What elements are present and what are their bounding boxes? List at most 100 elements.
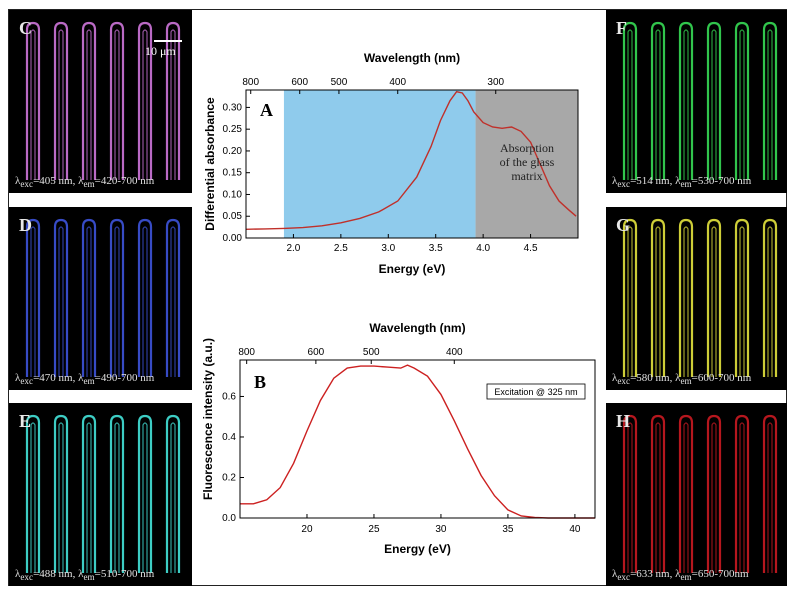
- fiber-inner-wall: [655, 422, 661, 573]
- x-tick-label: 3.5: [429, 243, 443, 254]
- fiber-inner-wall: [114, 422, 120, 573]
- fiber-inner-wall: [58, 422, 64, 573]
- x-tick-label: 35: [502, 524, 514, 535]
- top-tick-label: 600: [308, 347, 325, 358]
- fiber-outer-wall: [25, 414, 41, 573]
- y-tick-label: 0.05: [223, 211, 243, 222]
- legend-box: [486, 383, 586, 400]
- fiber-inner-wall: [627, 422, 633, 573]
- y-tick-label: 0.0: [222, 513, 236, 524]
- panel-e: E λexc=488 nm, λem=510-700 nm: [9, 403, 192, 586]
- legend-text: Excitation @ 325 nm: [494, 387, 577, 397]
- fiber-inner-wall: [58, 29, 64, 180]
- fiber-inner-wall: [767, 29, 773, 180]
- top-axis-title: Wavelength (nm): [364, 51, 460, 65]
- fiber-outer-wall: [137, 414, 153, 573]
- fiber-outer-wall: [678, 414, 694, 573]
- fiber-6: [165, 21, 181, 180]
- fiber-inner-wall: [114, 226, 120, 377]
- fiber-5: [137, 21, 153, 180]
- panel-caption: λexc=633 nm, λem=650-700nm: [612, 567, 749, 582]
- fiber-1: [25, 21, 41, 180]
- fiber-outer-wall: [165, 218, 181, 377]
- fiber-inner-wall: [683, 226, 689, 377]
- fiber-4: [109, 414, 125, 573]
- top-tick-label: 400: [446, 347, 463, 358]
- fiber-outer-wall: [622, 218, 638, 377]
- series-line: [240, 364, 595, 519]
- y-tick-label: 0.2: [222, 472, 236, 483]
- panel-letter: F: [616, 18, 627, 38]
- fiber-inner-wall: [58, 226, 64, 377]
- fiber-outer-wall: [53, 414, 69, 573]
- fiber-inner-wall: [142, 29, 148, 180]
- exc-value: 514 nm: [636, 174, 670, 187]
- fiber-6: [762, 21, 778, 180]
- fiber-outer-wall: [734, 218, 750, 377]
- series-line: [245, 90, 577, 230]
- y-tick-label: 0.6: [222, 391, 236, 402]
- fiber-inner-wall: [711, 226, 717, 377]
- y-tick-label: 0.15: [223, 168, 243, 179]
- y-tick-label: 0.20: [223, 146, 243, 157]
- scale-bar-label: 10 μm: [145, 44, 176, 58]
- fiber-2: [53, 218, 69, 377]
- fiber-1: [622, 414, 638, 573]
- fiber-outer-wall: [109, 21, 125, 180]
- y-tick-label: 0.10: [223, 189, 243, 200]
- x-tick-label: 3.0: [381, 243, 395, 254]
- fiber-inner-wall: [655, 29, 661, 180]
- fiber-inner-wall: [86, 29, 92, 180]
- exc-value: 405 nm: [39, 174, 73, 187]
- fiber-outer-wall: [109, 414, 125, 573]
- fiber-outer-wall: [650, 414, 666, 573]
- top-tick-label: 500: [363, 347, 380, 358]
- fiber-outer-wall: [650, 21, 666, 180]
- annotation-line: Absorption: [500, 141, 554, 155]
- top-tick-label: 800: [242, 77, 259, 88]
- chart-a-frame: [245, 89, 579, 239]
- x-tick-label: 30: [435, 524, 447, 535]
- fiber-outer-wall: [81, 21, 97, 180]
- fiber-5: [734, 414, 750, 573]
- fiber-1: [25, 414, 41, 573]
- fiber-outer-wall: [81, 414, 97, 573]
- y-axis-title: Differential absorbance: [203, 97, 217, 231]
- x-tick-label: 2.5: [334, 243, 348, 254]
- fiber-outer-wall: [650, 218, 666, 377]
- fiber-outer-wall: [706, 218, 722, 377]
- fiber-inner-wall: [627, 226, 633, 377]
- panel-caption: λexc=580 nm, λem=600-700 nm: [612, 371, 752, 386]
- fiber-6: [165, 414, 181, 573]
- fiber-array-g: [622, 218, 778, 377]
- panel-caption: λexc=514 nm, λem=530-700 nm: [612, 174, 752, 189]
- fiber-outer-wall: [762, 21, 778, 180]
- shaded-region-2: [475, 90, 578, 238]
- panel-caption: λexc=405 nm, λem=420-700 nm: [15, 174, 155, 189]
- fiber-1: [25, 218, 41, 377]
- panel-letter: E: [19, 411, 32, 431]
- fiber-outer-wall: [25, 218, 41, 377]
- panel-caption: λexc=488 nm, λem=510-700 nm: [15, 567, 155, 582]
- fiber-3: [678, 218, 694, 377]
- top-tick-label: 800: [238, 347, 255, 358]
- fiber-array-c: [25, 21, 181, 180]
- fiber-2: [650, 414, 666, 573]
- em-value: 650-700nm: [697, 567, 749, 580]
- em-value: 490-700 nm: [100, 371, 155, 384]
- fiber-3: [81, 21, 97, 180]
- top-axis-title: Wavelength (nm): [369, 321, 465, 335]
- fiber-4: [706, 218, 722, 377]
- fiber-inner-wall: [655, 226, 661, 377]
- panel-letter: D: [19, 215, 32, 235]
- fiber-inner-wall: [86, 422, 92, 573]
- top-tick-label: 300: [487, 77, 504, 88]
- fiber-1: [622, 21, 638, 180]
- y-tick-label: 0.00: [223, 233, 243, 244]
- fiber-outer-wall: [165, 414, 181, 573]
- fiber-1: [622, 218, 638, 377]
- fiber-3: [678, 21, 694, 180]
- fiber-inner-wall: [30, 226, 36, 377]
- fiber-outer-wall: [165, 21, 181, 180]
